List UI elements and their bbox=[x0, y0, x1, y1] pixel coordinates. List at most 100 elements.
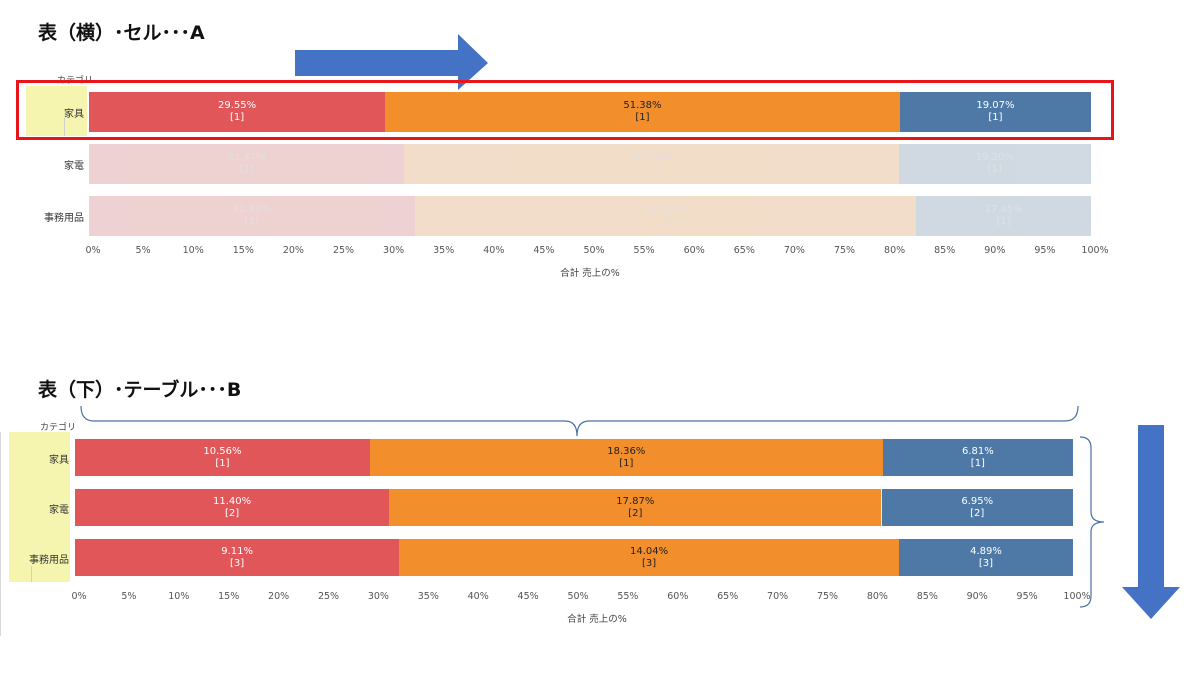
bar-value-label: 9.11% bbox=[221, 545, 253, 557]
bar-value-label: 6.95% bbox=[961, 495, 994, 507]
bar-value-label: 31.47% bbox=[227, 152, 266, 163]
category-label: 家電 bbox=[49, 504, 69, 516]
bar-segment[interactable]: 32.49% [1] bbox=[89, 196, 415, 236]
bar-value-label: 50.06% bbox=[646, 204, 685, 215]
bar-rank-label: [3] bbox=[642, 557, 657, 569]
x-tick-label: 15% bbox=[232, 245, 254, 256]
bar-rank-label: [1] bbox=[229, 112, 245, 123]
bar-segment[interactable]: 17.45% [1] bbox=[916, 196, 1091, 236]
x-tick-label: 5% bbox=[121, 591, 137, 602]
bar-rank-label: [1] bbox=[635, 112, 650, 123]
panel-b-category-header: カテゴリ bbox=[40, 423, 77, 433]
bar-segment[interactable]: 6.81% [1] bbox=[882, 439, 1073, 476]
panel-b-left-rule bbox=[0, 432, 1, 636]
bar-segment[interactable]: 9.11% [3] bbox=[75, 539, 400, 576]
bar-segment[interactable]: 17.87% [2] bbox=[389, 489, 882, 526]
bar-rank-label: [1] bbox=[996, 216, 1011, 227]
panel-a-axis-title: 合計 売上の% bbox=[560, 268, 620, 279]
x-tick-label: 55% bbox=[633, 245, 655, 256]
bar-rank-label: [1] bbox=[987, 164, 1002, 175]
bar-row-background bbox=[89, 196, 1091, 236]
panel-b-axis-title: 合計 売上の% bbox=[567, 614, 627, 625]
panel-a-highlight-column bbox=[26, 86, 87, 136]
category-label: 事務用品 bbox=[29, 554, 69, 566]
category-label: 家具 bbox=[49, 454, 69, 466]
x-tick-label: 25% bbox=[332, 245, 355, 256]
x-tick-label: 25% bbox=[317, 591, 340, 602]
x-tick-label: 20% bbox=[268, 591, 290, 602]
bar-row-background bbox=[89, 144, 1091, 184]
x-tick-label: 80% bbox=[884, 245, 906, 256]
bar-rank-label: [2] bbox=[628, 507, 643, 519]
x-tick-label: 55% bbox=[617, 591, 639, 602]
bar-segment[interactable]: 49.34% [1] bbox=[404, 144, 899, 184]
bar-value-label: 18.36% bbox=[607, 445, 646, 457]
x-tick-label: 40% bbox=[467, 591, 489, 602]
bar-rank-label: [1] bbox=[239, 164, 254, 175]
bar-segment[interactable]: 18.36% [1] bbox=[369, 439, 883, 476]
bar-rank-label: [2] bbox=[970, 507, 985, 519]
bar-value-label: 17.45% bbox=[984, 204, 1023, 215]
bar-value-label: 14.04% bbox=[630, 545, 669, 557]
x-tick-label: 45% bbox=[533, 245, 555, 256]
category-label: 事務用品 bbox=[44, 213, 84, 224]
x-tick-label: 20% bbox=[282, 245, 304, 256]
x-tick-label: 35% bbox=[433, 245, 455, 256]
bar-rank-label: [1] bbox=[988, 112, 1003, 123]
x-tick-label: 65% bbox=[733, 245, 755, 256]
x-tick-label: 10% bbox=[182, 245, 204, 256]
x-tick-label: 100% bbox=[1081, 245, 1109, 256]
bar-rank-label: [1] bbox=[215, 457, 230, 469]
bar-rank-label: [1] bbox=[619, 457, 634, 469]
x-tick-label: 80% bbox=[866, 591, 888, 602]
bar-segment[interactable]: 29.55% [1] bbox=[89, 92, 386, 132]
x-tick-label: 45% bbox=[517, 591, 539, 602]
bar-value-label: 6.81% bbox=[961, 445, 994, 457]
bar-segment[interactable]: 4.89% [3] bbox=[898, 539, 1073, 576]
x-tick-label: 0% bbox=[71, 591, 87, 602]
panel-a-heading: 表（横）･セル･･･A bbox=[38, 22, 205, 44]
panel-a-header-rule bbox=[64, 118, 65, 136]
bar-segment[interactable]: 50.06% [1] bbox=[414, 196, 917, 236]
x-tick-label: 60% bbox=[667, 591, 689, 602]
bar-value-label: 19.20% bbox=[975, 152, 1014, 163]
category-label: 家電 bbox=[64, 161, 84, 172]
bar-segment[interactable]: 51.38% [1] bbox=[385, 92, 900, 132]
bar-segment[interactable]: 11.40% [2] bbox=[75, 489, 390, 526]
x-tick-label: 100% bbox=[1063, 591, 1091, 602]
x-tick-label: 60% bbox=[683, 245, 705, 256]
bar-segment[interactable]: 6.95% [2] bbox=[881, 489, 1073, 526]
bar-value-label: 19.07% bbox=[976, 100, 1015, 111]
x-tick-label: 10% bbox=[168, 591, 190, 602]
x-tick-label: 50% bbox=[567, 591, 589, 602]
bar-segment[interactable]: 19.20% [1] bbox=[898, 144, 1091, 184]
x-tick-label: 95% bbox=[1016, 591, 1038, 602]
x-tick-label: 0% bbox=[85, 245, 101, 256]
bar-segment[interactable]: 14.04% [3] bbox=[399, 539, 899, 576]
right-arrow-icon bbox=[295, 34, 488, 90]
bar-value-label: 29.55% bbox=[217, 100, 257, 111]
bar-rank-label: [3] bbox=[230, 557, 245, 569]
panel-b-header-rule bbox=[31, 566, 32, 582]
bar-rank-label: [1] bbox=[244, 216, 259, 227]
bar-value-label: 10.56% bbox=[203, 445, 242, 457]
bar-segment[interactable]: 19.07% [1] bbox=[899, 92, 1091, 132]
x-tick-label: 85% bbox=[934, 245, 956, 256]
bar-rank-label: [2] bbox=[224, 507, 240, 519]
bar-rank-label: [3] bbox=[978, 557, 994, 569]
bar-value-label: 32.49% bbox=[232, 204, 271, 215]
x-tick-label: 30% bbox=[383, 245, 405, 256]
down-arrow-icon bbox=[1122, 425, 1180, 619]
category-label: 家具 bbox=[64, 109, 84, 120]
bar-value-label: 51.38% bbox=[623, 100, 662, 111]
x-tick-label: 30% bbox=[367, 591, 389, 602]
bar-segment[interactable]: 31.47% [1] bbox=[89, 144, 405, 184]
bar-value-label: 49.34% bbox=[632, 152, 671, 163]
x-tick-label: 75% bbox=[833, 245, 856, 256]
x-tick-label: 40% bbox=[483, 245, 505, 256]
x-tick-label: 70% bbox=[767, 591, 789, 602]
x-tick-label: 90% bbox=[966, 591, 988, 602]
bar-segment[interactable]: 10.56% [1] bbox=[75, 439, 370, 476]
bar-rank-label: [1] bbox=[644, 164, 659, 175]
x-tick-label: 5% bbox=[135, 245, 151, 256]
